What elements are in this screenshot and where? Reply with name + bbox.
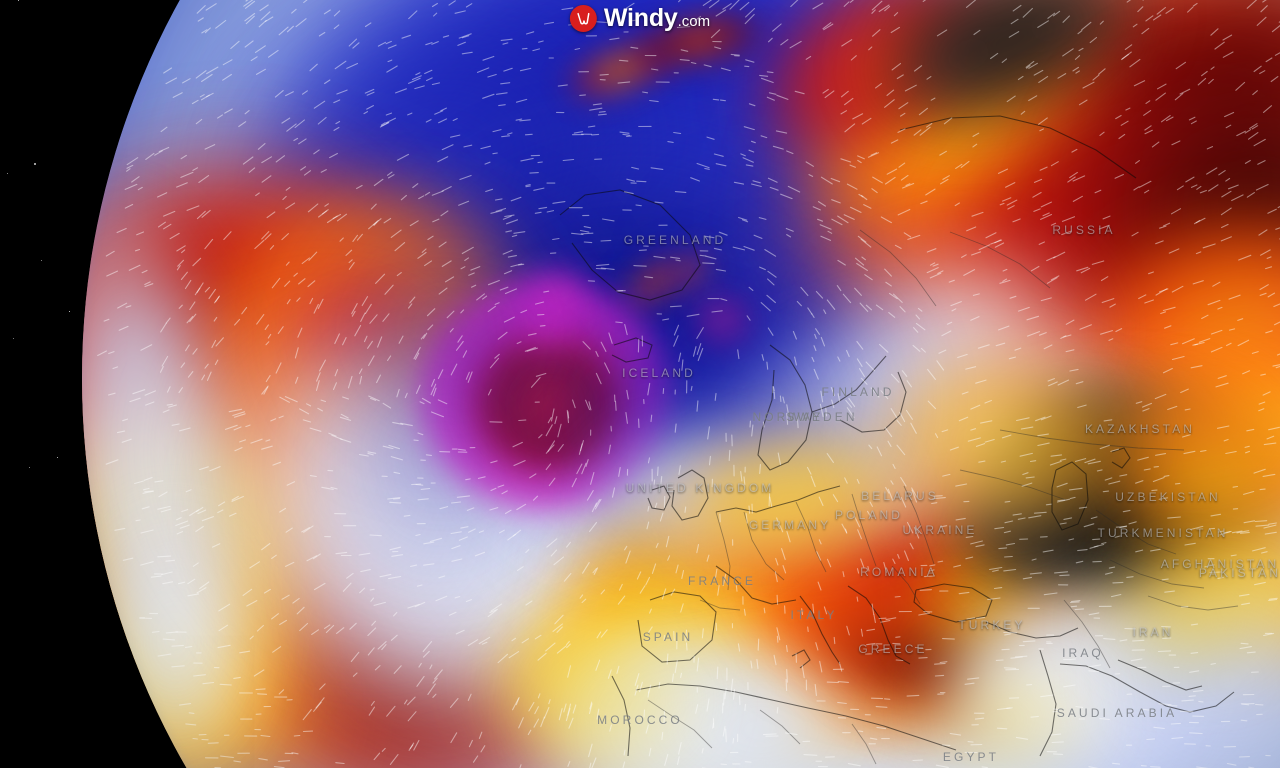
star	[34, 163, 36, 165]
star	[18, 0, 19, 1]
brand-wordmark: Windy.com	[604, 6, 710, 31]
star	[7, 173, 8, 174]
brand-name: Windy	[603, 4, 678, 32]
star	[57, 457, 58, 458]
star	[13, 338, 14, 339]
star	[41, 260, 42, 261]
temperature-overlay	[82, 0, 1280, 768]
windy-watermark[interactable]: Windy.com	[569, 5, 710, 32]
temperature-blob	[500, 620, 720, 768]
windy-logo-icon	[569, 5, 597, 32]
globe-map[interactable]	[82, 0, 1280, 768]
brand-suffix: .com	[677, 13, 711, 30]
star	[69, 311, 70, 312]
star	[29, 467, 30, 468]
temperature-blob	[320, 320, 560, 600]
